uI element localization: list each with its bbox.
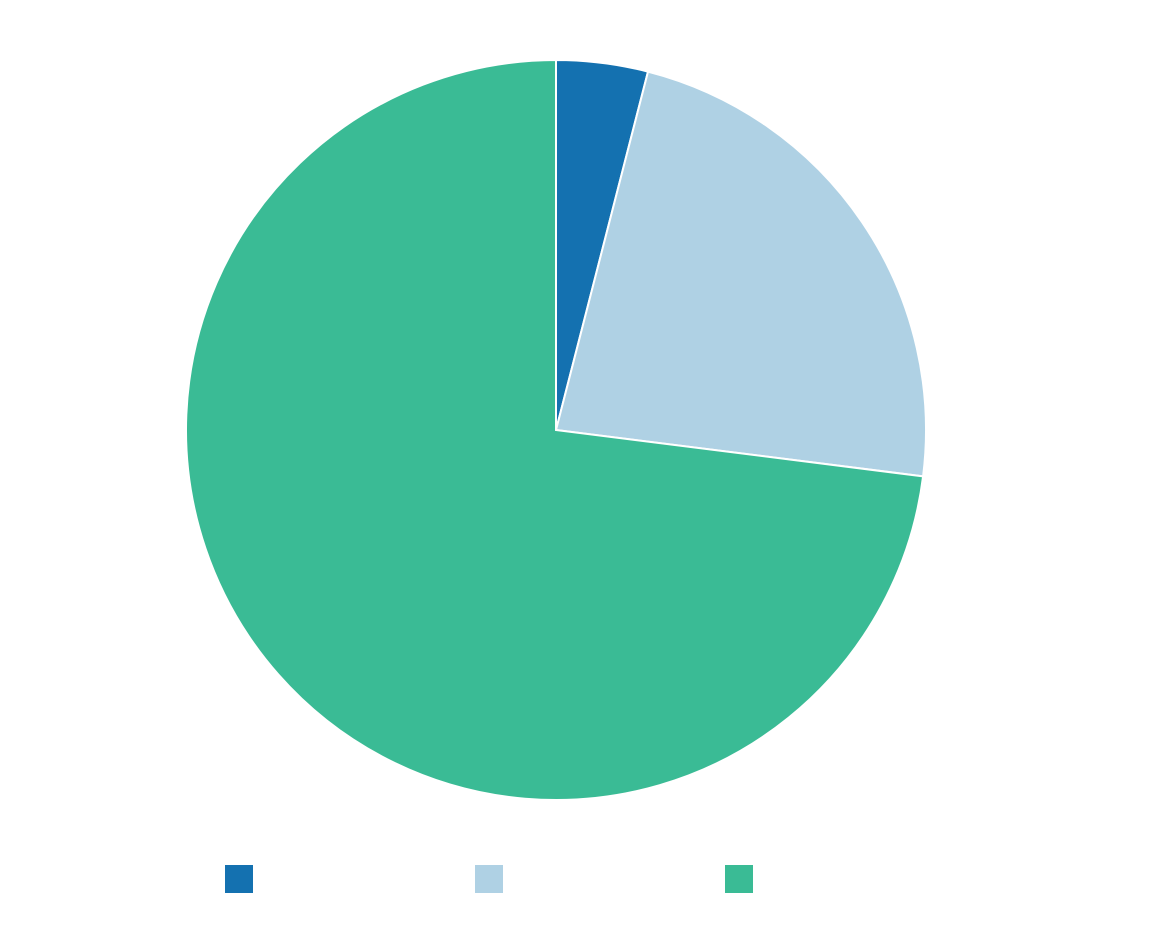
legend-swatch-2 xyxy=(725,865,753,893)
pie-chart-container xyxy=(0,0,1166,946)
pie-chart-svg xyxy=(176,50,936,810)
legend-swatch-1 xyxy=(475,865,503,893)
legend-label-2 xyxy=(765,869,775,889)
legend-swatch-0 xyxy=(225,865,253,893)
chart-legend xyxy=(225,865,775,893)
legend-label-1 xyxy=(515,869,525,889)
legend-item-2 xyxy=(725,865,775,893)
legend-label-0 xyxy=(265,869,275,889)
legend-item-1 xyxy=(475,865,525,893)
legend-item-0 xyxy=(225,865,275,893)
